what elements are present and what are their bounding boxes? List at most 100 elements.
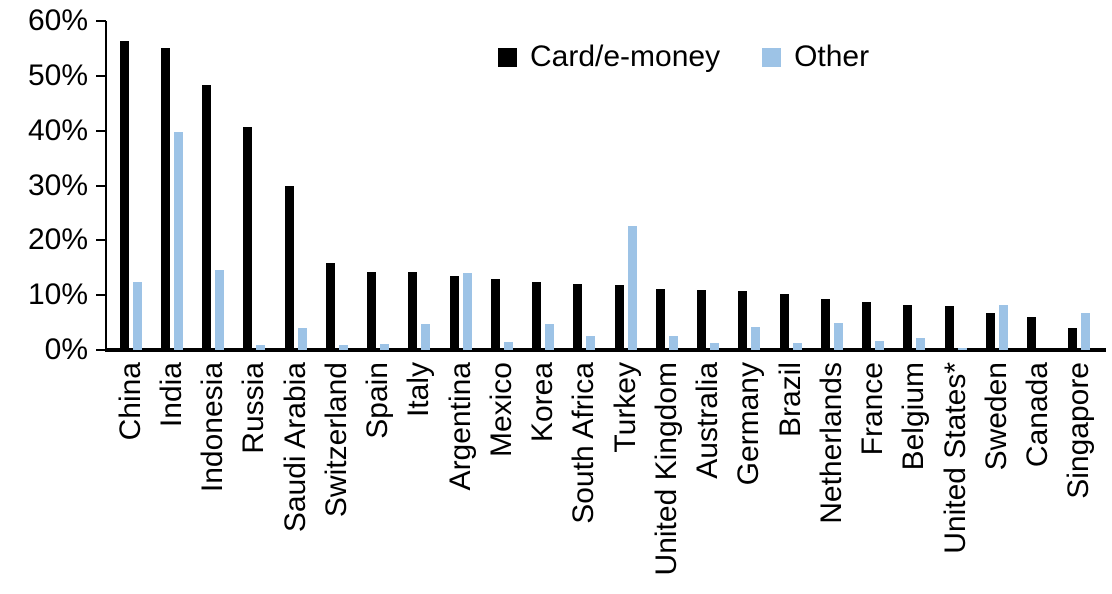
bar-group bbox=[729, 21, 770, 350]
category-label: Korea bbox=[526, 362, 560, 443]
bar-group bbox=[399, 21, 440, 350]
bar-other bbox=[503, 341, 513, 350]
y-axis-line bbox=[105, 21, 107, 350]
bar-card-e-money bbox=[160, 47, 170, 350]
category-label: South Africa bbox=[567, 362, 601, 524]
category-label: Singapore bbox=[1062, 362, 1096, 499]
y-axis-tick-label: 40% bbox=[27, 113, 88, 147]
category-label: Mexico bbox=[484, 362, 518, 458]
y-axis-tick-label: 0% bbox=[44, 333, 88, 366]
bar-card-e-money bbox=[490, 278, 500, 350]
bar-other bbox=[586, 335, 596, 350]
y-axis-tick-label: 10% bbox=[27, 278, 88, 312]
bar-card-e-money bbox=[820, 299, 830, 350]
x-axis-line bbox=[105, 348, 1106, 352]
legend-label-card-e-money: Card/e-money bbox=[530, 40, 721, 73]
legend-swatch-other-icon bbox=[762, 47, 782, 67]
y-axis-tick bbox=[96, 74, 106, 77]
bar-other bbox=[545, 324, 555, 350]
bar-card-e-money bbox=[779, 294, 789, 350]
category-label: Brazil bbox=[773, 362, 807, 438]
y-axis-tick-label: 60% bbox=[27, 4, 88, 37]
y-axis-tick-label: 30% bbox=[27, 168, 88, 202]
bar-other bbox=[957, 348, 967, 350]
bar-group bbox=[770, 21, 811, 350]
y-axis-tick bbox=[96, 20, 106, 22]
bar-other bbox=[916, 337, 926, 350]
bar-group bbox=[935, 21, 976, 350]
bar-group bbox=[481, 21, 522, 350]
bar-other bbox=[132, 282, 142, 350]
category-label: Canada bbox=[1021, 362, 1055, 468]
bar-card-e-money bbox=[697, 289, 707, 350]
category-label: Belgium bbox=[897, 362, 931, 471]
bar-other bbox=[627, 225, 637, 350]
bar-other bbox=[751, 326, 761, 350]
bar-group bbox=[523, 21, 564, 350]
category-label: Argentina bbox=[443, 362, 477, 491]
bar-group bbox=[976, 21, 1017, 350]
bar-other bbox=[668, 336, 678, 350]
bar-group bbox=[646, 21, 687, 350]
chart-legend: Card/e-money Other bbox=[498, 40, 869, 74]
bar-group bbox=[1018, 21, 1059, 350]
bar-card-e-money bbox=[202, 85, 212, 350]
category-label: Switzerland bbox=[319, 362, 353, 518]
y-axis-tick bbox=[96, 129, 106, 132]
bar-group bbox=[811, 21, 852, 350]
bar-other bbox=[380, 343, 390, 350]
category-label: China bbox=[113, 362, 147, 441]
bar-card-e-money bbox=[408, 272, 418, 350]
category-label: Italy bbox=[402, 362, 436, 418]
y-axis-tick bbox=[96, 184, 106, 187]
legend-label-other: Other bbox=[794, 40, 870, 73]
bar-group bbox=[853, 21, 894, 350]
bar-card-e-money bbox=[1027, 316, 1037, 350]
bar-group bbox=[605, 21, 646, 350]
category-label: Saudi Arabia bbox=[278, 362, 312, 533]
category-label: Spain bbox=[361, 362, 395, 439]
bar-other bbox=[215, 269, 225, 350]
plot-area bbox=[110, 21, 1100, 350]
category-label: Germany bbox=[732, 362, 766, 486]
bar-group bbox=[688, 21, 729, 350]
bar-card-e-money bbox=[655, 288, 665, 350]
bar-card-e-money bbox=[119, 41, 129, 350]
bar-group bbox=[894, 21, 935, 350]
bar-card-e-money bbox=[944, 305, 954, 350]
category-label: Australia bbox=[691, 362, 725, 479]
bar-card-e-money bbox=[614, 285, 624, 350]
bar-group bbox=[440, 21, 481, 350]
bar-group bbox=[1059, 21, 1100, 350]
bar-other bbox=[462, 273, 472, 350]
y-axis-tick-label: 50% bbox=[27, 58, 88, 92]
bar-other bbox=[998, 304, 1008, 350]
bar-other bbox=[792, 342, 802, 350]
category-label: Sweden bbox=[979, 362, 1013, 471]
bar-card-e-money bbox=[903, 304, 913, 350]
bar-group bbox=[358, 21, 399, 350]
legend-swatch-card-e-money-icon bbox=[498, 47, 517, 67]
y-axis-tick bbox=[96, 294, 106, 297]
y-axis-tick bbox=[96, 349, 106, 351]
bar-other bbox=[710, 343, 720, 350]
bar-other bbox=[297, 328, 307, 350]
bar-card-e-money bbox=[738, 290, 748, 350]
bar-other bbox=[173, 131, 183, 350]
y-axis-tick bbox=[96, 239, 106, 242]
y-axis-tick-label: 20% bbox=[27, 223, 88, 257]
bar-card-e-money bbox=[1068, 328, 1078, 350]
bar-card-e-money bbox=[284, 186, 294, 350]
category-label: Netherlands bbox=[814, 362, 848, 524]
bar-group bbox=[193, 21, 234, 350]
bar-card-e-money bbox=[862, 302, 872, 350]
bar-card-e-money bbox=[243, 127, 253, 350]
category-label: France bbox=[856, 362, 890, 456]
bar-card-e-money bbox=[325, 263, 335, 350]
legend-item-card-e-money: Card/e-money bbox=[498, 40, 720, 74]
category-label: United States* bbox=[938, 362, 972, 554]
category-label: United Kingdom bbox=[649, 362, 683, 576]
bar-card-e-money bbox=[532, 282, 542, 350]
bar-other bbox=[421, 324, 431, 350]
